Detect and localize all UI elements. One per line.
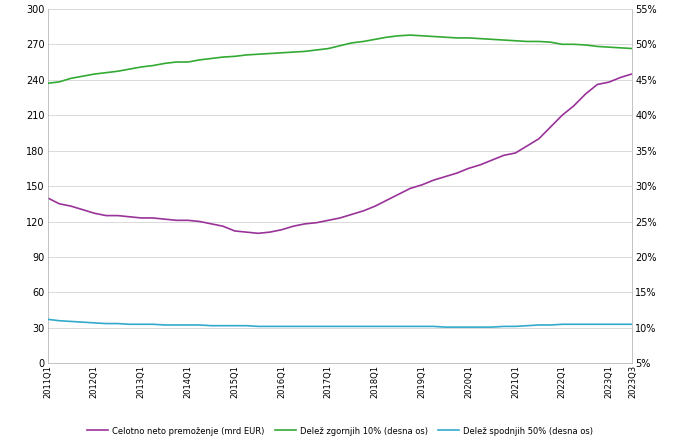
Celotno neto premoženje (mrd EUR) xyxy=(617,75,625,80)
Delež zgornjih 10% (desna os) xyxy=(44,81,52,86)
Delež spodnjih 50% (desna os) xyxy=(628,322,636,327)
Delež spodnjih 50% (desna os) xyxy=(476,324,484,330)
Delež spodnjih 50% (desna os) xyxy=(617,322,625,327)
Delež zgornjih 10% (desna os) xyxy=(406,32,414,38)
Delež spodnjih 50% (desna os) xyxy=(44,317,52,322)
Celotno neto premoženje (mrd EUR) xyxy=(219,224,227,229)
Line: Delež zgornjih 10% (desna os): Delež zgornjih 10% (desna os) xyxy=(48,35,632,83)
Delež zgornjih 10% (desna os) xyxy=(172,59,180,65)
Delež zgornjih 10% (desna os) xyxy=(219,54,227,60)
Delež spodnjih 50% (desna os) xyxy=(430,324,438,329)
Celotno neto premoženje (mrd EUR) xyxy=(172,218,180,223)
Line: Celotno neto premoženje (mrd EUR): Celotno neto premoženje (mrd EUR) xyxy=(48,74,632,233)
Celotno neto premoženje (mrd EUR) xyxy=(476,162,484,167)
Celotno neto premoženje (mrd EUR) xyxy=(231,228,239,233)
Delež zgornjih 10% (desna os) xyxy=(231,54,239,59)
Delež zgornjih 10% (desna os) xyxy=(628,46,636,51)
Celotno neto premoženje (mrd EUR) xyxy=(441,174,449,179)
Delež spodnjih 50% (desna os) xyxy=(441,324,449,330)
Delež zgornjih 10% (desna os) xyxy=(617,45,625,51)
Celotno neto premoženje (mrd EUR) xyxy=(44,195,52,201)
Line: Delež spodnjih 50% (desna os): Delež spodnjih 50% (desna os) xyxy=(48,319,632,327)
Delež spodnjih 50% (desna os) xyxy=(231,323,239,328)
Legend: Celotno neto premoženje (mrd EUR), Delež zgornjih 10% (desna os), Delež spodnjih: Celotno neto premoženje (mrd EUR), Delež… xyxy=(84,423,596,439)
Celotno neto premoženje (mrd EUR) xyxy=(628,71,636,77)
Delež zgornjih 10% (desna os) xyxy=(441,35,449,40)
Delež spodnjih 50% (desna os) xyxy=(172,323,180,328)
Celotno neto premoženje (mrd EUR) xyxy=(254,231,262,236)
Delež spodnjih 50% (desna os) xyxy=(219,323,227,328)
Delež zgornjih 10% (desna os) xyxy=(476,36,484,41)
